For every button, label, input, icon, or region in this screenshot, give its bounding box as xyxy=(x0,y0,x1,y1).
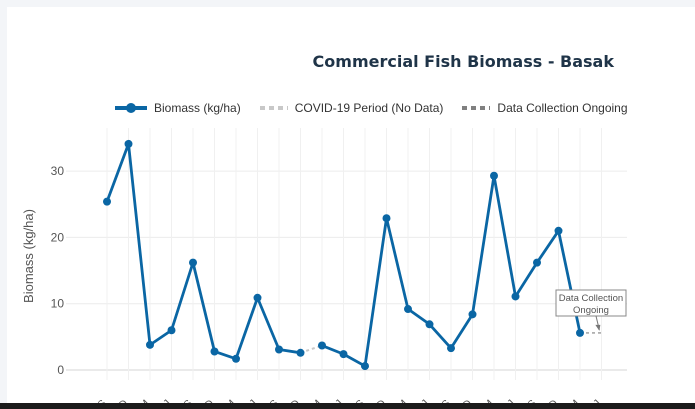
biomass-point xyxy=(511,292,520,301)
biomass-point xyxy=(339,350,348,359)
biomass-point xyxy=(232,354,240,363)
biomass-point xyxy=(554,226,563,235)
legend-swatch-ongoing xyxy=(462,106,491,110)
annotation-text-line2: Ongoing xyxy=(573,305,609,316)
biomass-point xyxy=(189,258,197,267)
biomass-point xyxy=(167,326,176,335)
bottom-bar xyxy=(0,403,695,409)
y-tick-labels: 0 10 20 30 xyxy=(51,164,65,377)
grid-lines xyxy=(66,128,627,380)
legend-item-covid[interactable]: COVID-19 Period (No Data) xyxy=(259,101,444,115)
legend-item-biomass[interactable]: Biomass (kg/ha) xyxy=(114,101,241,115)
legend-label-covid: COVID-19 Period (No Data) xyxy=(294,101,444,115)
biomass-point xyxy=(468,310,477,319)
biomass-point xyxy=(576,328,584,337)
y-tick-label: 20 xyxy=(51,230,65,244)
y-tick-label: 30 xyxy=(51,164,65,178)
biomass-point xyxy=(253,293,262,302)
biomass-point xyxy=(447,344,455,353)
biomass-point xyxy=(382,214,391,223)
legend-swatch-covid xyxy=(259,106,288,110)
y-axis-label: Biomass (kg/ha) xyxy=(21,209,36,303)
annotation-arrowhead xyxy=(595,324,601,331)
biomass-point xyxy=(275,345,283,354)
y-tick-label: 10 xyxy=(51,297,65,311)
legend-label-biomass: Biomass (kg/ha) xyxy=(154,101,241,115)
biomass-point xyxy=(124,139,133,148)
y-tick-label: 0 xyxy=(57,363,64,377)
biomass-point xyxy=(533,258,541,267)
biomass-point xyxy=(103,197,111,206)
biomass-point xyxy=(210,347,219,356)
chart-legend: Biomass (kg/ha) COVID-19 Period (No Data… xyxy=(114,100,646,116)
legend-label-ongoing: Data Collection Ongoing xyxy=(497,101,628,115)
biomass-line xyxy=(105,142,301,361)
series-layer xyxy=(103,139,602,371)
biomass-point xyxy=(318,341,326,350)
biomass-point xyxy=(146,340,154,349)
chart-title: Commercial Fish Biomass - Basak xyxy=(312,52,614,71)
biomass-point xyxy=(404,305,412,314)
annotation-box xyxy=(555,289,627,317)
legend-swatch-biomass xyxy=(115,103,147,113)
biomass-point xyxy=(296,348,305,357)
annotation-text-line1: Data Collection xyxy=(559,293,623,304)
biomass-point xyxy=(361,362,369,371)
biomass-point xyxy=(490,171,498,180)
legend-item-ongoing[interactable]: Data Collection Ongoing xyxy=(461,101,628,115)
biomass-point xyxy=(425,320,434,329)
